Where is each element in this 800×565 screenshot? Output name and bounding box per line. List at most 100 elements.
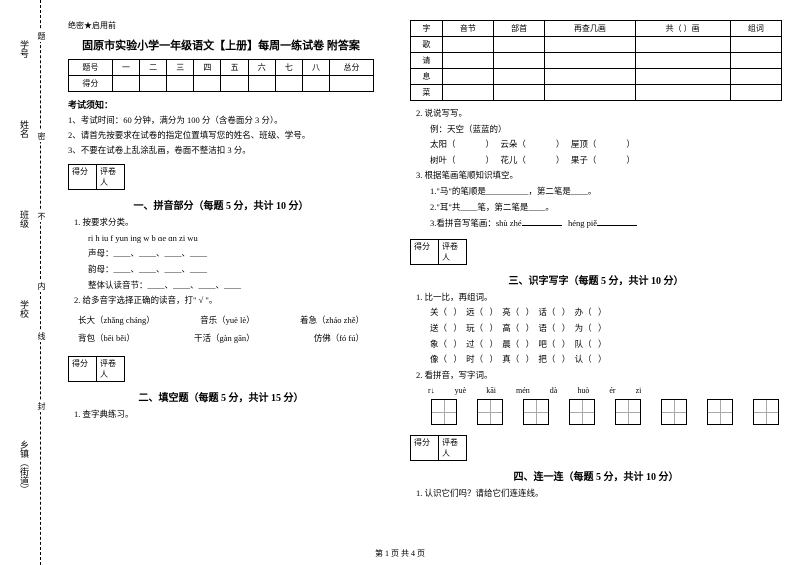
- char: 歌: [411, 37, 443, 53]
- section4-title: 四、连一连（每题 5 分，共计 10 分）: [410, 468, 782, 483]
- stroke-l2: 2."耳"共____笔，第二笔是____。: [430, 201, 782, 215]
- cell: 五: [221, 60, 248, 76]
- gutter-label: 姓名: [18, 120, 31, 138]
- th: 部首: [493, 21, 544, 37]
- th: 音节: [442, 21, 493, 37]
- word-row: 背包（bēi běi） 干活（gàn gān） 仿佛（fó fú）: [68, 332, 374, 344]
- scorebox: 得分 评卷人: [410, 435, 782, 461]
- cell: 一: [112, 60, 139, 76]
- word-slot: 为（ ）: [575, 323, 607, 333]
- word-slot: 高（ ）: [502, 323, 534, 333]
- tian-grid[interactable]: [569, 399, 595, 425]
- word: 长大（zhǎng cháng）: [78, 314, 155, 326]
- pinyin-row: r↓ yuè kāi mén dà huò ér zi: [428, 386, 782, 395]
- line-zhengti: 整体认读音节：____、____、____、____: [88, 279, 374, 293]
- q2: 2. 给多音字选择正确的读音，打" √ "。: [74, 294, 374, 308]
- score-cell: 得分: [69, 356, 97, 381]
- line-shengmu: 声母：____、____、____、____: [88, 247, 374, 261]
- tian-grid[interactable]: [753, 399, 779, 425]
- tian-grid[interactable]: [523, 399, 549, 425]
- cell: 题号: [69, 60, 113, 76]
- notice-head: 考试须知：: [68, 98, 374, 111]
- score-cell: 得分: [411, 239, 439, 264]
- grader-cell: 评卷人: [97, 165, 125, 190]
- tian-grid[interactable]: [477, 399, 503, 425]
- word: 音乐（yuè lè）: [200, 314, 255, 326]
- notice-line: 2、请首先按要求在试卷的指定位置填写您的姓名、班级、学号。: [68, 129, 374, 142]
- cell: 二: [140, 60, 167, 76]
- word-slot: 真（ ）: [502, 354, 534, 364]
- secret-label: 绝密★启用前: [68, 20, 374, 31]
- word-slot: 时（ ）: [466, 354, 498, 364]
- dashed-label: 密: [36, 130, 47, 142]
- cell: 四: [194, 60, 221, 76]
- scorebox: 得分 评卷人: [410, 239, 782, 265]
- compare-row: 象（ ） 过（ ） 晨（ ） 吧（ ） 队（ ）: [430, 338, 782, 352]
- stroke-l3: 3.看拼音写笔画：shù zhé héng piě: [430, 216, 782, 231]
- dashed-label: 不: [36, 210, 47, 222]
- word-slot: 语（ ）: [538, 323, 570, 333]
- char-table: 字 音节 部首 再查几画 共（ ）画 组词 歌 请 息 菜: [410, 20, 782, 101]
- word-slot: 话（ ）: [538, 307, 570, 317]
- word-slot: 队（ ）: [575, 339, 607, 349]
- q-dict: 1. 查字典练习。: [74, 408, 374, 422]
- right-column: 字 音节 部首 再查几画 共（ ）画 组词 歌 请 息 菜 2. 说说写写。 例…: [392, 0, 800, 565]
- word-slot: 像（ ）: [430, 354, 462, 364]
- gutter-label: 学号: [18, 40, 31, 58]
- score-cell: 得分: [411, 436, 439, 461]
- dashed-label: 内: [36, 280, 47, 292]
- th: 字: [411, 21, 443, 37]
- strokes-head: 3. 根据笔画笔顺知识填空。: [416, 169, 782, 183]
- compare-row: 送（ ） 玩（ ） 高（ ） 语（ ） 为（ ）: [430, 322, 782, 336]
- dashed-label: 封: [36, 400, 47, 412]
- grader-cell: 评卷人: [439, 436, 467, 461]
- word-slot: 吧（ ）: [538, 339, 570, 349]
- score-header-table: 题号 一 二 三 四 五 六 七 八 总分 得分: [68, 59, 374, 92]
- compare-row: 关（ ） 远（ ） 亮（ ） 话（ ） 办（ ）: [430, 306, 782, 320]
- exam-title: 固原市实验小学一年级语文【上册】每周一练试卷 附答案: [68, 37, 374, 53]
- word-slot: 晨（ ）: [502, 339, 534, 349]
- grader-cell: 评卷人: [439, 239, 467, 264]
- page-footer: 第 1 页 共 4 页: [0, 548, 800, 559]
- cell: 三: [167, 60, 194, 76]
- section1-title: 一、拼音部分（每题 5 分，共计 10 分）: [68, 197, 374, 212]
- cell: 总分: [330, 60, 374, 76]
- tian-grid[interactable]: [431, 399, 457, 425]
- word-slot: 亮（ ）: [502, 307, 534, 317]
- th: 组词: [730, 21, 781, 37]
- dashed-label: 题: [36, 30, 47, 42]
- word-slot: 关（ ）: [430, 307, 462, 317]
- speak-row: 树叶（） 花儿（） 果子（）: [430, 154, 782, 168]
- cell: 六: [248, 60, 275, 76]
- word-row: 长大（zhǎng cháng） 音乐（yuè lè） 着急（zháo zhě）: [68, 314, 374, 326]
- th: 再查几画: [545, 21, 635, 37]
- word: 仿佛（fó fú）: [314, 332, 364, 344]
- compare-row: 像（ ） 时（ ） 真（ ） 把（ ） 认（ ）: [430, 353, 782, 367]
- tian-grid[interactable]: [661, 399, 687, 425]
- notice-line: 1、考试时间：60 分钟，满分为 100 分（含卷面分 3 分）。: [68, 114, 374, 127]
- cell: 八: [302, 60, 329, 76]
- gutter-label: 乡镇（街道）: [18, 440, 31, 494]
- gutter-label: 学校: [18, 300, 31, 318]
- word-slot: 远（ ）: [466, 307, 498, 317]
- tian-grid[interactable]: [707, 399, 733, 425]
- gutter-label: 班级: [18, 210, 31, 228]
- scorebox: 得分 评卷人: [68, 356, 374, 382]
- tian-grid-row: [428, 399, 782, 425]
- cell: 得分: [69, 76, 113, 92]
- cell: 七: [275, 60, 302, 76]
- scorebox: 得分 评卷人: [68, 164, 374, 190]
- word-slot: 过（ ）: [466, 339, 498, 349]
- grader-cell: 评卷人: [97, 356, 125, 381]
- speak-ex: 例：天空（蓝蓝的）: [430, 123, 782, 137]
- q-compare: 1. 比一比，再组词。: [416, 291, 782, 305]
- word: 背包（bēi běi）: [78, 332, 135, 344]
- speak-row: 太阳（） 云朵（） 屋顶（）: [430, 138, 782, 152]
- binding-gutter: 学号 姓名 班级 学校 乡镇（街道） 题 密 不 内 线 封: [0, 0, 50, 565]
- word-slot: 象（ ）: [430, 339, 462, 349]
- section3-title: 三、识字写字（每题 5 分，共计 10 分）: [410, 272, 782, 287]
- stroke-l1: 1."马"的笔顺是__________，第二笔是____。: [430, 185, 782, 199]
- char: 请: [411, 53, 443, 69]
- word-slot: 认（ ）: [575, 354, 607, 364]
- tian-grid[interactable]: [615, 399, 641, 425]
